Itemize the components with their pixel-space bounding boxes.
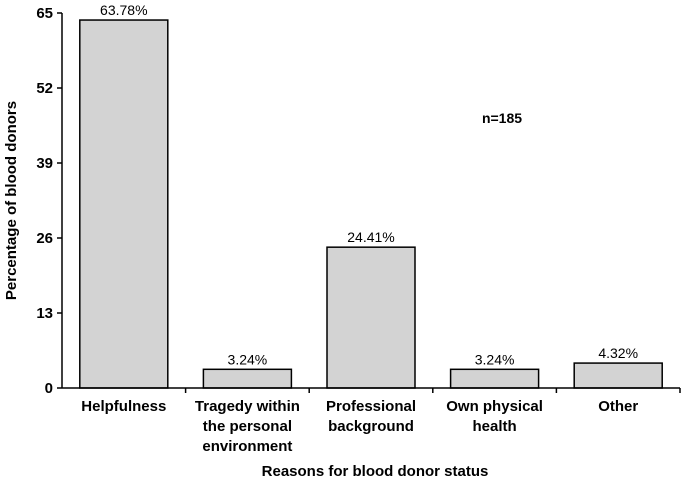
y-tick-label: 0 bbox=[45, 380, 53, 397]
bars-group bbox=[79, 19, 663, 389]
data-label: 24.41% bbox=[347, 229, 394, 245]
bar bbox=[573, 362, 663, 389]
y-tick-label: 65 bbox=[36, 5, 53, 22]
y-axis-title: Percentage of blood donors bbox=[3, 101, 20, 300]
y-tick-label: 52 bbox=[36, 80, 53, 97]
data-label: 3.24% bbox=[475, 351, 515, 367]
x-tick-label: Professional background bbox=[326, 398, 416, 435]
x-axis-title: Reasons for blood donor status bbox=[262, 463, 489, 480]
x-tick-labels: Helpfulness Tragedy within the personal env… bbox=[81, 398, 638, 455]
bar bbox=[79, 19, 169, 389]
x-tick-label: Own physical health bbox=[446, 398, 543, 435]
y-tick-label: 13 bbox=[36, 305, 53, 322]
x-tick-label: Other bbox=[598, 398, 638, 415]
bar bbox=[449, 368, 540, 389]
x-axis bbox=[62, 387, 681, 393]
y-axis: 0 13 26 39 52 65 bbox=[36, 5, 63, 397]
bar bbox=[202, 368, 293, 389]
x-tick-label: Tragedy within the personal environment bbox=[195, 398, 300, 455]
data-labels: 63.78% 3.24% 24.41% 3.24% 4.32% bbox=[100, 2, 638, 367]
data-label: 63.78% bbox=[100, 2, 147, 18]
y-tick-label: 39 bbox=[36, 155, 53, 172]
sample-size-annotation: n=185 bbox=[482, 110, 522, 126]
data-label: 3.24% bbox=[228, 351, 268, 367]
data-label: 4.32% bbox=[598, 345, 638, 361]
bar bbox=[326, 246, 416, 389]
x-tick-label: Helpfulness bbox=[81, 398, 166, 415]
y-tick-label: 26 bbox=[36, 230, 53, 247]
